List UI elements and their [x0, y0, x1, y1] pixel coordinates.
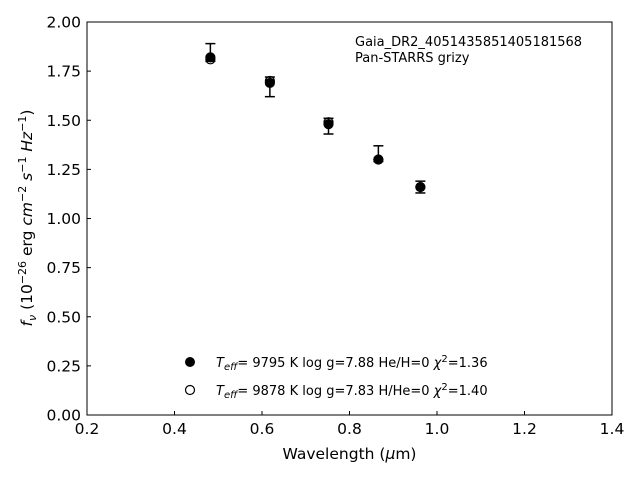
- legend-marker-open: [184, 384, 196, 396]
- x-tick-label: 0.8: [337, 420, 362, 438]
- point-open: [373, 154, 384, 165]
- point-open: [205, 54, 216, 65]
- x-tick-label: 0.4: [162, 420, 187, 438]
- y-tick-label: 0.50: [46, 308, 81, 326]
- y-tick-label: 2.00: [46, 14, 81, 32]
- legend-text-filled: Teff= 9795 K log g=7.88 He/H=0 χ2=1.36: [216, 354, 488, 373]
- legend-entry-filled: Teff= 9795 K log g=7.88 He/H=0 χ2=1.36: [185, 354, 488, 373]
- error-bars: [205, 42, 426, 194]
- x-tick-label: 1.0: [425, 420, 450, 438]
- y-axis-ticks: 0.00 0.25 0.50 0.75 1.00 1.25 1.50 1.75 2.00: [46, 14, 91, 425]
- legend-entry-open: Teff= 9878 K log g=7.83 H/He=0 χ2=1.40: [184, 382, 488, 401]
- legend-text-open: Teff= 9878 K log g=7.83 H/He=0 χ2=1.40: [216, 382, 488, 401]
- y-tick-label: 0.00: [46, 407, 81, 425]
- annotation-line-2: Pan-STARRS grizy: [355, 51, 470, 66]
- point-open: [323, 117, 334, 128]
- point-open: [264, 75, 275, 87]
- x-tick-label: 0.2: [75, 420, 100, 438]
- x-axis-label: Wavelength (μm): [283, 445, 417, 463]
- y-tick-label: 0.75: [46, 259, 81, 277]
- data-markers: [205, 52, 426, 193]
- legend: Teff= 9795 K log g=7.88 He/H=0 χ2=1.36 T…: [184, 354, 488, 401]
- y-tick-label: 1.00: [46, 210, 81, 228]
- y-tick-label: 1.50: [46, 112, 81, 130]
- x-tick-label: 1.2: [512, 420, 537, 438]
- y-tick-label: 1.25: [46, 161, 81, 179]
- annotation-line-1: Gaia_DR2_4051435851405181568: [355, 35, 582, 50]
- x-axis-ticks: 0.2 0.4 0.6 0.8 1.0 1.2 1.4: [75, 411, 625, 438]
- x-tick-label: 1.4: [600, 420, 625, 438]
- y-tick-label: 1.75: [46, 63, 81, 81]
- y-axis-label: fν (10−26 erg cm−2 s−1 Hz−1): [16, 110, 39, 327]
- x-tick-label: 0.6: [250, 420, 275, 438]
- y-tick-label: 0.25: [46, 357, 81, 375]
- legend-marker-filled: [185, 357, 195, 367]
- point-open: [415, 181, 426, 193]
